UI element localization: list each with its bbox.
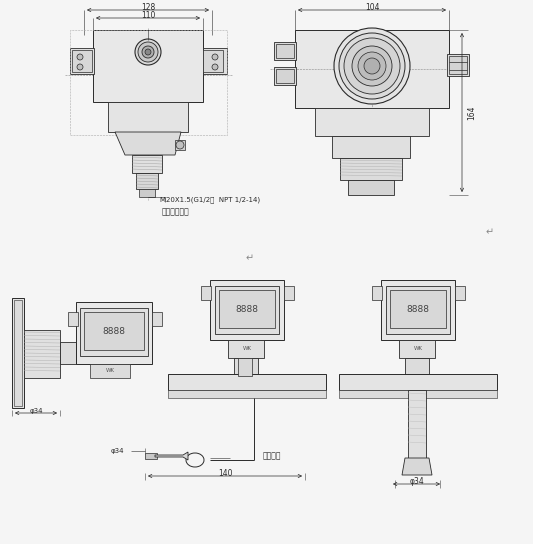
Bar [132,155,162,173]
Bar [274,67,296,85]
Bar [234,358,258,374]
Text: 8888: 8888 [102,327,125,337]
Circle shape [364,58,380,74]
Circle shape [352,46,392,86]
Text: ↵: ↵ [246,253,254,263]
Circle shape [339,33,405,99]
Bar [228,340,264,358]
Circle shape [77,54,83,60]
Circle shape [176,141,184,149]
Bar [68,312,78,326]
Circle shape [77,64,83,70]
Bar [72,50,92,72]
Bar [70,48,94,74]
Text: φ34: φ34 [409,478,424,486]
Bar [203,48,227,74]
Bar [108,102,188,132]
Bar [405,358,429,374]
Bar [315,108,429,136]
Text: φ34: φ34 [29,408,43,414]
Bar [201,286,211,300]
Polygon shape [115,132,181,155]
Bar [238,358,252,376]
Bar [152,312,162,326]
Bar [84,312,144,350]
Bar [381,280,455,340]
Bar [332,136,410,158]
Bar [76,302,152,364]
Text: WK: WK [106,368,115,374]
Circle shape [334,28,410,104]
Bar [339,390,497,398]
Text: 140: 140 [218,469,232,479]
Bar [175,140,185,150]
Bar [70,30,227,135]
Bar [340,158,402,180]
Text: φ34: φ34 [110,448,124,454]
Text: 8888: 8888 [407,306,430,314]
Text: 104: 104 [365,3,379,13]
Bar [274,42,296,60]
Circle shape [145,49,151,55]
Bar [390,290,446,328]
Bar [93,30,203,102]
Bar [215,286,279,334]
Bar [60,342,76,364]
Bar [339,374,497,390]
Bar [295,30,449,108]
Bar [136,173,158,189]
Text: 164: 164 [467,105,477,120]
Text: 或由用户指定: 或由用户指定 [161,207,189,217]
Bar [284,286,294,300]
Circle shape [344,38,400,94]
Circle shape [212,64,218,70]
Circle shape [138,42,158,62]
Bar [386,286,450,334]
Bar [168,374,326,390]
Text: 8888: 8888 [236,306,259,314]
Bar [372,286,382,300]
Bar [24,330,60,378]
Circle shape [142,46,154,58]
Bar [447,54,469,76]
Text: M20X1.5(G1/2，  NPT 1/2-14): M20X1.5(G1/2， NPT 1/2-14) [160,197,260,203]
Text: ↵: ↵ [486,227,494,237]
Bar [276,44,294,58]
Circle shape [358,52,386,80]
Bar [219,290,275,328]
Text: 128: 128 [141,3,155,13]
Bar [90,364,130,378]
Bar [80,308,148,356]
Bar [399,340,435,358]
Bar [449,56,467,74]
Bar [12,298,24,408]
Bar [168,390,326,398]
Bar [408,390,426,458]
Bar [14,300,22,406]
Circle shape [212,54,218,60]
Polygon shape [155,452,188,460]
Bar [203,50,223,72]
Text: WK: WK [243,347,252,351]
Bar [276,69,294,83]
Bar [210,280,284,340]
Bar [455,286,465,300]
Text: WK: WK [414,347,423,351]
Bar [348,180,394,195]
Bar [139,189,155,197]
Bar [145,453,157,459]
Text: 导气电缆: 导气电缆 [263,452,281,461]
Polygon shape [402,458,432,475]
Text: 110: 110 [141,11,155,21]
Circle shape [135,39,161,65]
